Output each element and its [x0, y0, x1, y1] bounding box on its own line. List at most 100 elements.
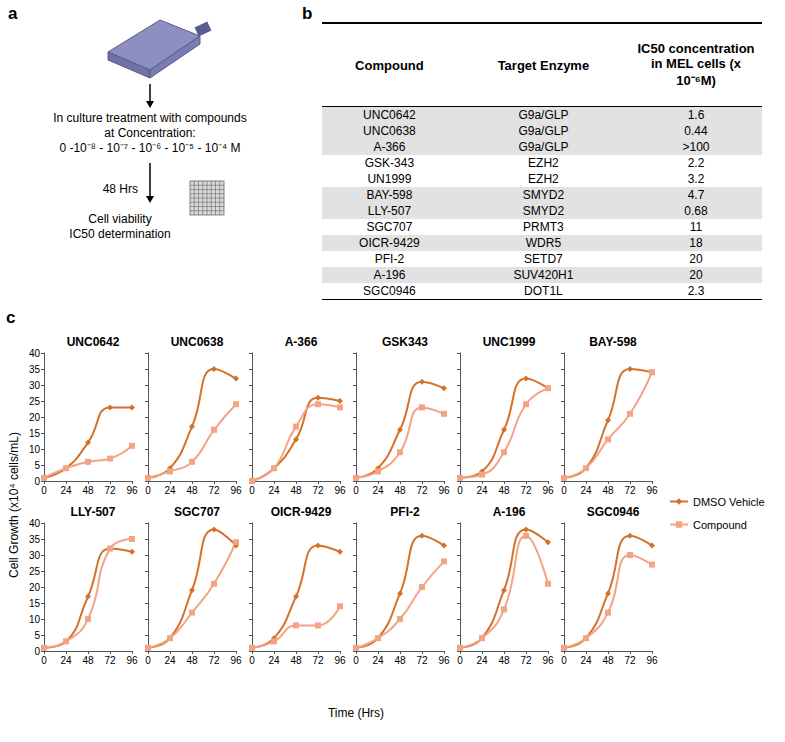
- svg-text:48: 48: [602, 655, 614, 666]
- svg-text:5: 5: [34, 630, 40, 641]
- svg-text:DMSO Vehicle: DMSO Vehicle: [693, 496, 765, 508]
- svg-text:48: 48: [186, 655, 198, 666]
- svg-text:0: 0: [145, 485, 151, 496]
- svg-text:0: 0: [561, 485, 567, 496]
- svg-text:0: 0: [457, 485, 463, 496]
- svg-text:Time (Hrs): Time (Hrs): [328, 706, 384, 720]
- svg-text:LLY-507: LLY-507: [71, 505, 116, 519]
- svg-text:15: 15: [29, 428, 41, 439]
- svg-text:24: 24: [60, 485, 72, 496]
- svg-text:24: 24: [60, 655, 72, 666]
- svg-text:96: 96: [230, 655, 242, 666]
- svg-text:24: 24: [372, 485, 384, 496]
- svg-text:24: 24: [580, 485, 592, 496]
- svg-text:96: 96: [438, 485, 450, 496]
- svg-text:30: 30: [29, 380, 41, 391]
- svg-text:35: 35: [29, 364, 41, 375]
- svg-text:0: 0: [34, 476, 40, 487]
- svg-text:20: 20: [29, 582, 41, 593]
- svg-text:20: 20: [29, 412, 41, 423]
- svg-text:96: 96: [542, 485, 554, 496]
- svg-text:Cell Growth (x10⁴ cells/mL): Cell Growth (x10⁴ cells/mL): [7, 432, 21, 578]
- svg-text:24: 24: [580, 655, 592, 666]
- svg-text:48: 48: [602, 485, 614, 496]
- svg-text:72: 72: [312, 485, 324, 496]
- svg-text:A-366: A-366: [285, 335, 318, 349]
- svg-text:96: 96: [126, 485, 138, 496]
- svg-text:5: 5: [34, 460, 40, 471]
- svg-text:0: 0: [145, 655, 151, 666]
- svg-text:0: 0: [353, 485, 359, 496]
- svg-text:GSK343: GSK343: [382, 335, 428, 349]
- svg-text:In culture treatment with comp: In culture treatment with compounds: [53, 111, 246, 125]
- svg-text:24: 24: [372, 655, 384, 666]
- svg-text:72: 72: [520, 485, 532, 496]
- svg-text:25: 25: [29, 566, 41, 577]
- svg-text:0: 0: [34, 646, 40, 657]
- svg-text:40: 40: [29, 348, 41, 359]
- svg-text:72: 72: [312, 655, 324, 666]
- svg-text:24: 24: [476, 655, 488, 666]
- svg-text:A-196: A-196: [493, 505, 526, 519]
- svg-text:10: 10: [29, 444, 41, 455]
- svg-text:c: c: [6, 308, 15, 327]
- svg-text:48: 48: [498, 485, 510, 496]
- svg-text:0: 0: [561, 655, 567, 666]
- svg-text:72: 72: [520, 655, 532, 666]
- svg-text:Compound: Compound: [693, 519, 747, 531]
- svg-text:48: 48: [394, 485, 406, 496]
- svg-text:SGC0946: SGC0946: [587, 505, 640, 519]
- svg-text:48: 48: [498, 655, 510, 666]
- svg-text:35: 35: [29, 534, 41, 545]
- svg-text:72: 72: [208, 485, 220, 496]
- svg-text:72: 72: [624, 655, 636, 666]
- svg-text:UNC0638: UNC0638: [171, 335, 224, 349]
- svg-text:SGC707: SGC707: [174, 505, 220, 519]
- svg-text:Cell viability: Cell viability: [88, 212, 151, 226]
- svg-text:0: 0: [249, 485, 255, 496]
- svg-text:BAY-598: BAY-598: [589, 335, 637, 349]
- svg-text:IC50 determination: IC50 determination: [69, 227, 170, 241]
- svg-text:48: 48: [82, 485, 94, 496]
- svg-text:96: 96: [230, 485, 242, 496]
- svg-text:0: 0: [41, 655, 47, 666]
- svg-text:24: 24: [164, 655, 176, 666]
- svg-text:PFI-2: PFI-2: [390, 505, 420, 519]
- svg-text:0: 0: [457, 655, 463, 666]
- svg-text:72: 72: [416, 485, 428, 496]
- svg-text:96: 96: [646, 485, 658, 496]
- svg-text:24: 24: [268, 485, 280, 496]
- svg-text:72: 72: [624, 485, 636, 496]
- svg-text:48 Hrs: 48 Hrs: [103, 182, 138, 196]
- svg-text:48: 48: [394, 655, 406, 666]
- svg-text:at Concentration:: at Concentration:: [104, 126, 195, 140]
- svg-text:UNC0642: UNC0642: [67, 335, 120, 349]
- svg-text:96: 96: [334, 485, 346, 496]
- svg-text:48: 48: [290, 655, 302, 666]
- svg-text:96: 96: [334, 655, 346, 666]
- svg-text:72: 72: [208, 655, 220, 666]
- svg-text:15: 15: [29, 598, 41, 609]
- svg-text:72: 72: [104, 655, 116, 666]
- svg-text:0 -10⁻⁸ - 10⁻⁷ - 10⁻⁶ - 10⁻⁵ -: 0 -10⁻⁸ - 10⁻⁷ - 10⁻⁶ - 10⁻⁵ - 10⁻⁴ M: [59, 141, 240, 155]
- svg-text:25: 25: [29, 396, 41, 407]
- svg-text:96: 96: [646, 655, 658, 666]
- svg-text:10: 10: [29, 614, 41, 625]
- svg-text:OICR-9429: OICR-9429: [271, 505, 332, 519]
- svg-text:96: 96: [438, 655, 450, 666]
- svg-text:96: 96: [126, 655, 138, 666]
- svg-text:48: 48: [290, 485, 302, 496]
- svg-text:30: 30: [29, 550, 41, 561]
- svg-text:96: 96: [542, 655, 554, 666]
- svg-text:24: 24: [164, 485, 176, 496]
- svg-text:0: 0: [41, 485, 47, 496]
- svg-text:72: 72: [104, 485, 116, 496]
- svg-text:24: 24: [476, 485, 488, 496]
- svg-text:72: 72: [416, 655, 428, 666]
- svg-text:24: 24: [268, 655, 280, 666]
- svg-text:0: 0: [353, 655, 359, 666]
- svg-text:40: 40: [29, 518, 41, 529]
- svg-text:0: 0: [249, 655, 255, 666]
- svg-text:48: 48: [82, 655, 94, 666]
- svg-text:48: 48: [186, 485, 198, 496]
